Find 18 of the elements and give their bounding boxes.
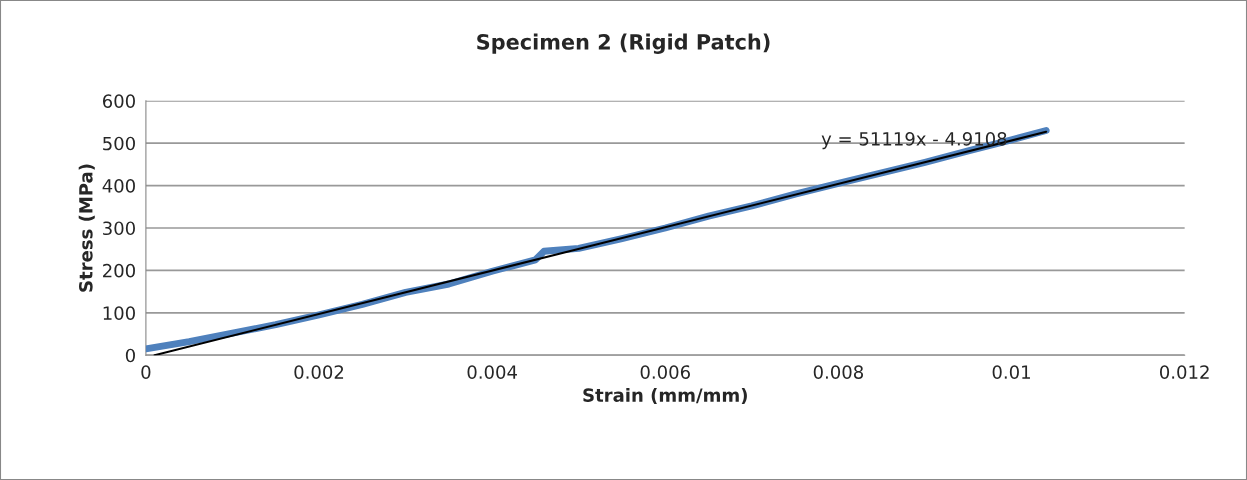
y-tick-label: 200 [103, 263, 135, 278]
x-tick-label: 0.004 [467, 365, 517, 379]
x-tick-label: 0.01 [992, 365, 1030, 379]
x-tick-label: 0.002 [294, 365, 344, 379]
y-tick-label: 100 [103, 306, 135, 320]
y-axis-title: Stress (MPa) [78, 164, 95, 292]
x-tick-label: 0.006 [640, 365, 690, 379]
x-tick-label: 0 [141, 365, 151, 379]
y-tick-label: 0 [125, 348, 135, 363]
annotation: y = 51119x - 4.9108 [821, 131, 1007, 150]
chart-title: Specimen 2 (Rigid Patch) [477, 33, 770, 54]
y-tick-label: 600 [102, 94, 135, 108]
x-tick-label: 0.008 [813, 365, 864, 379]
y-tick-label: 500 [103, 136, 135, 151]
y-tick-label: 400 [102, 179, 135, 193]
y-tick-label: 300 [103, 221, 135, 236]
x-axis-title: Strain (mm/mm) [583, 387, 747, 405]
x-tick-label: 0.012 [1160, 365, 1209, 379]
